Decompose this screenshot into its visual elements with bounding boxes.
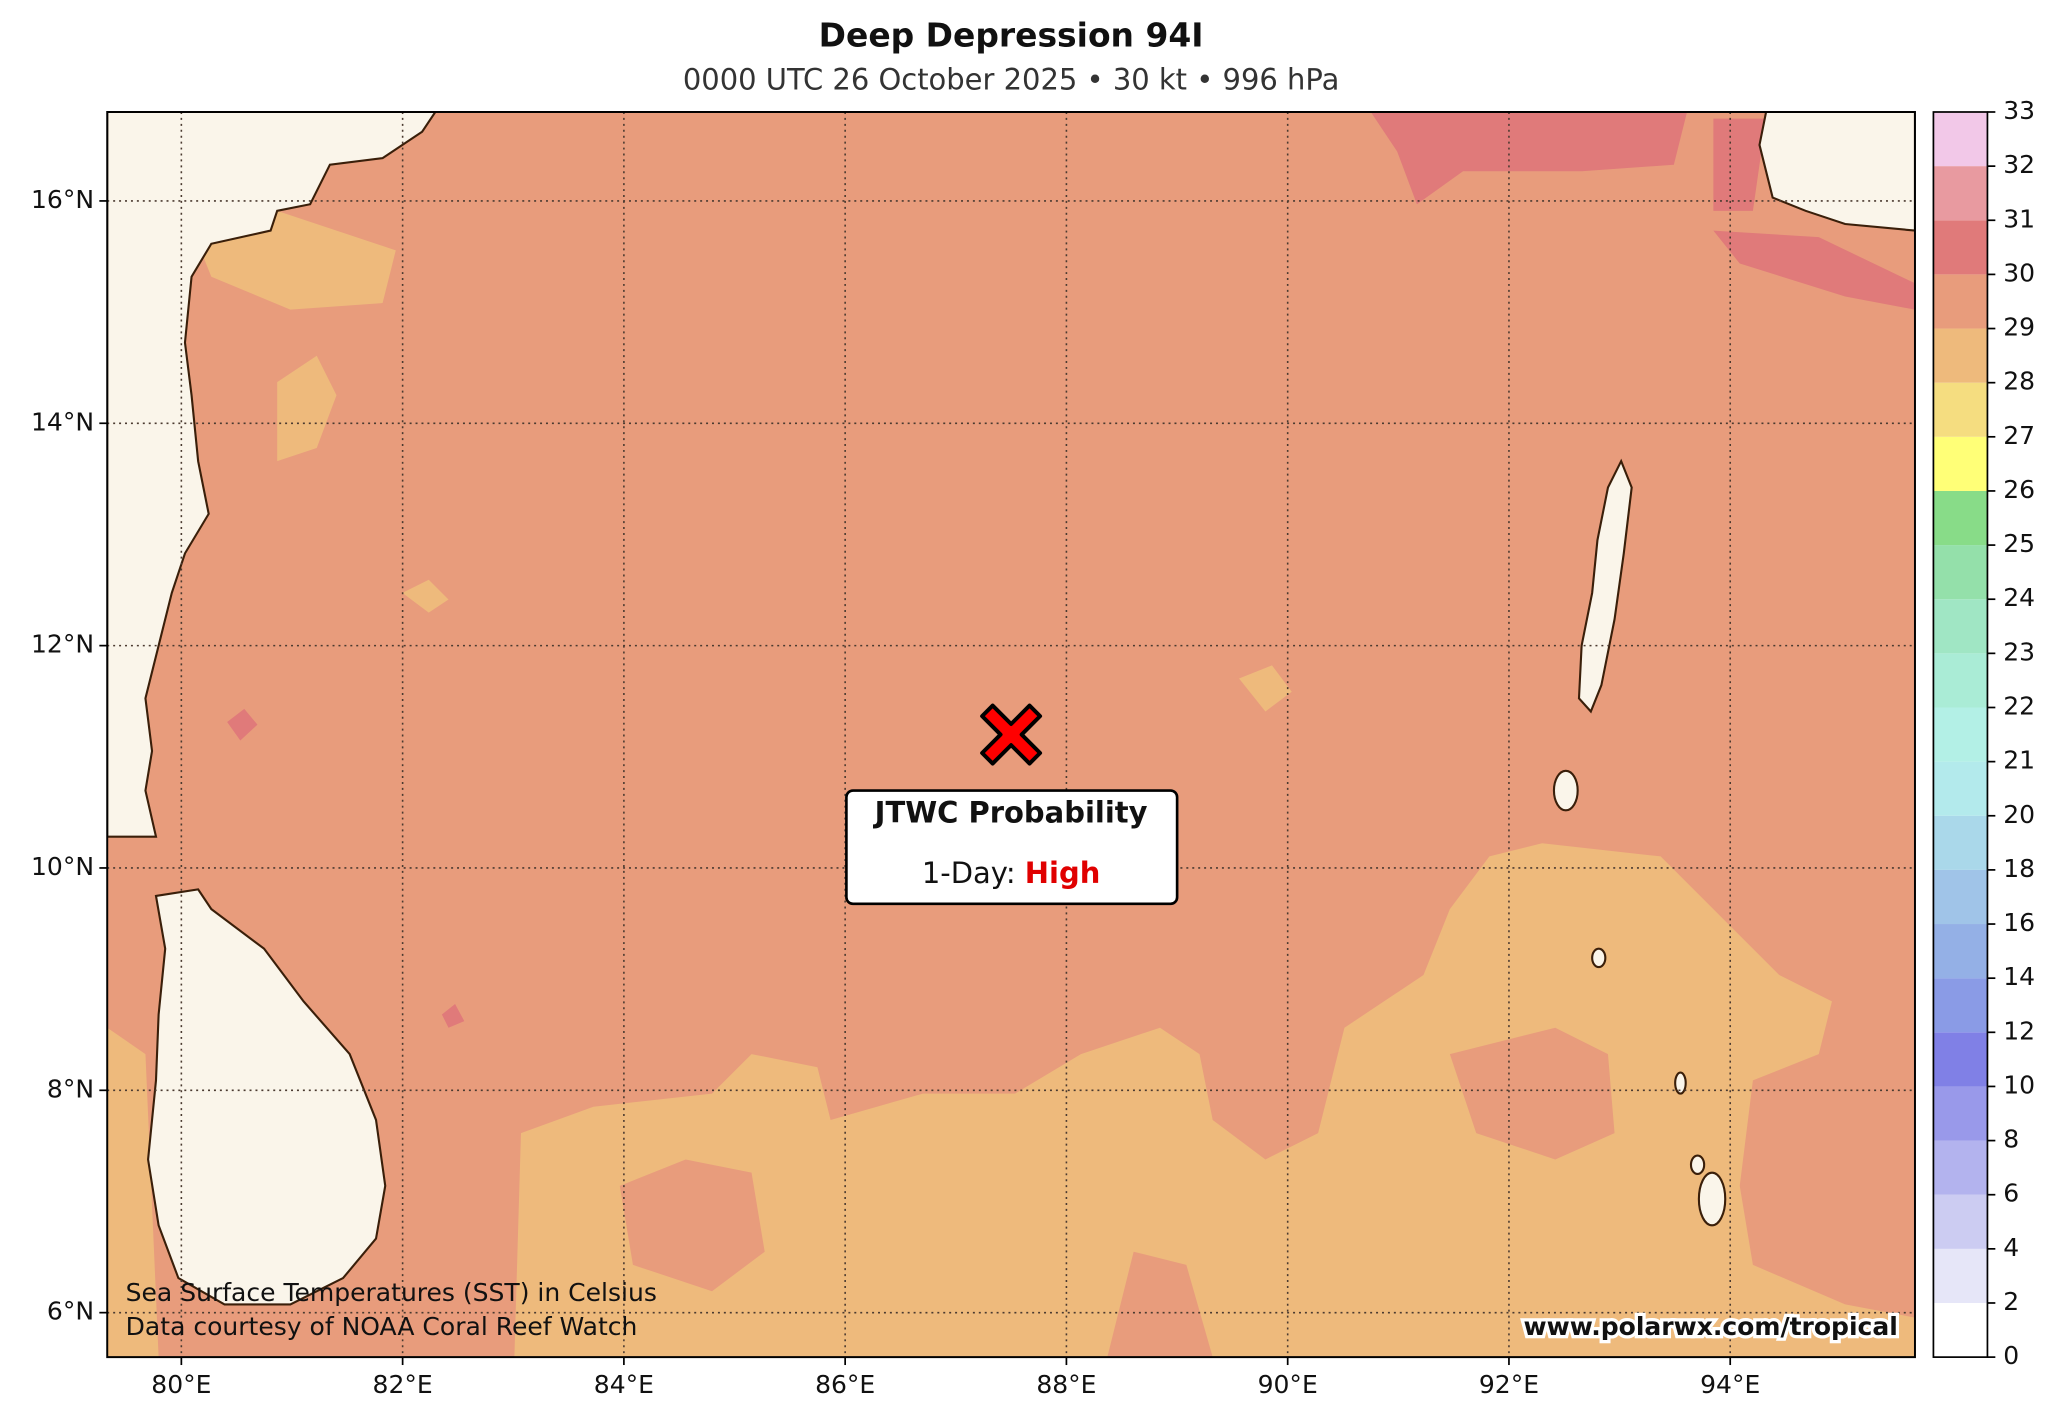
colorbar-band	[1933, 1140, 1988, 1195]
x-tick-label: 84°E	[594, 1370, 654, 1399]
nicobar-island	[1591, 947, 1607, 969]
colorbar-band	[1933, 220, 1988, 275]
great-nicobar	[1697, 1171, 1727, 1227]
y-tick-label: 12°N	[31, 630, 94, 659]
probability-box: JTWC Probability 1-Day: High	[845, 789, 1179, 906]
subtitle: 0000 UTC 26 October 2025 • 30 kt • 996 h…	[683, 63, 1339, 97]
colorbar-tick-label: 6	[2003, 1179, 2019, 1208]
nicobar-island	[1674, 1071, 1687, 1095]
colorbar-tick-label: 2	[2003, 1287, 2019, 1316]
note: Data courtesy of NOAA Coral Reef Watch	[126, 1312, 638, 1341]
little-andaman	[1552, 769, 1579, 812]
storm-marker	[980, 703, 1043, 766]
colorbar-tick-label: 12	[2003, 1016, 2035, 1045]
colorbar-tick-label: 25	[2003, 529, 2035, 558]
colorbar-band	[1933, 869, 1988, 925]
x-tick-label: 82°E	[373, 1370, 433, 1399]
colorbar-tick-label: 30	[2003, 258, 2035, 287]
x-tick-label: 92°E	[1479, 1370, 1539, 1399]
colorbar-frame	[1932, 111, 1989, 1358]
probability-box-frame	[845, 789, 1179, 906]
colorbar-tick-label: 4	[2003, 1233, 2019, 1262]
colorbar-tick-label: 28	[2003, 367, 2035, 396]
colorbar-band	[1933, 978, 1988, 1033]
probability-title: JTWC Probability	[873, 795, 1148, 829]
colorbar-tick-label: 32	[2003, 150, 2035, 179]
plot-frame	[106, 111, 1916, 1359]
colorbar-tick-label: 31	[2003, 204, 2035, 233]
y-tick-label: 8°N	[47, 1074, 94, 1103]
colorbar-band	[1933, 436, 1988, 491]
colorbar-tick-label: 20	[2003, 800, 2035, 829]
colorbar-band	[1933, 1248, 1988, 1303]
colorbar-band	[1933, 111, 1988, 167]
x-tick-label: 90°E	[1258, 1370, 1318, 1399]
colorbar-tick-label: 14	[2003, 962, 2035, 991]
colorbar-tick-label: 16	[2003, 908, 2035, 937]
colorbar-tick-label: 27	[2003, 421, 2035, 450]
colorbar-band	[1933, 1194, 1988, 1249]
nicobar-island	[1689, 1154, 1706, 1176]
storm-marker-group	[980, 703, 1043, 766]
colorbar-tick-label: 0	[2003, 1341, 2019, 1370]
note: Sea Surface Temperatures (SST) in Celsiu…	[126, 1278, 657, 1307]
x-tick-label: 88°E	[1036, 1370, 1096, 1399]
sst-field	[107, 111, 1915, 1358]
colorbar-tick-label: 8	[2003, 1125, 2019, 1154]
colorbar-tick-label: 33	[2003, 96, 2035, 125]
colorbar-tick-label: 18	[2003, 854, 2035, 883]
andaman-islands	[1577, 458, 1633, 714]
colorbar-tick-label: 23	[2003, 637, 2035, 666]
y-tick-label: 10°N	[31, 852, 94, 881]
colorbar-band	[1933, 328, 1988, 383]
colorbar-band	[1933, 924, 1988, 979]
colorbar: 0246810121416182021222324252627282930313…	[1932, 96, 2035, 1370]
x-tick-label: 80°E	[151, 1370, 211, 1399]
colorbar-band	[1933, 815, 1988, 870]
probability-value: High	[1025, 856, 1101, 890]
x-tick-label: 94°E	[1700, 1370, 1760, 1399]
colorbar-tick-label: 21	[2003, 746, 2035, 775]
probability-label: 1-Day:	[922, 856, 1016, 890]
colorbar-band	[1933, 166, 1988, 221]
y-tick-label: 16°N	[31, 185, 94, 214]
colorbar-band	[1933, 274, 1988, 329]
colorbar-band	[1933, 1086, 1988, 1141]
colorbar-band	[1933, 599, 1988, 654]
y-tick-label: 14°N	[31, 407, 94, 436]
colorbar-tick-label: 26	[2003, 475, 2035, 504]
sst-patch	[514, 843, 1915, 1358]
colorbar-band	[1933, 545, 1988, 600]
sri-lanka	[147, 888, 387, 1306]
title: Deep Depression 94I	[819, 15, 1204, 54]
x-tick-label: 86°E	[815, 1370, 875, 1399]
colorbar-band	[1933, 490, 1988, 546]
y-tick-label: 6°N	[47, 1297, 94, 1326]
website: www.polarwx.com/tropical	[1523, 1312, 1897, 1341]
colorbar-band	[1933, 1302, 1988, 1358]
colorbar-tick-label: 10	[2003, 1070, 2035, 1099]
colorbar-tick-label: 22	[2003, 691, 2035, 720]
colorbar-tick-label: 29	[2003, 313, 2035, 342]
colorbar-band	[1933, 761, 1988, 816]
india-coast	[107, 111, 437, 838]
colorbar-band	[1933, 1032, 1988, 1087]
probability-line: 1-Day: High	[922, 856, 1101, 890]
sst-patch	[619, 1027, 1615, 1292]
colorbar-band	[1933, 382, 1988, 437]
sst-patch	[227, 111, 1915, 1028]
colorbar-band	[1933, 653, 1988, 708]
colorbar-tick-label: 24	[2003, 583, 2035, 612]
colorbar-band	[1933, 707, 1988, 762]
